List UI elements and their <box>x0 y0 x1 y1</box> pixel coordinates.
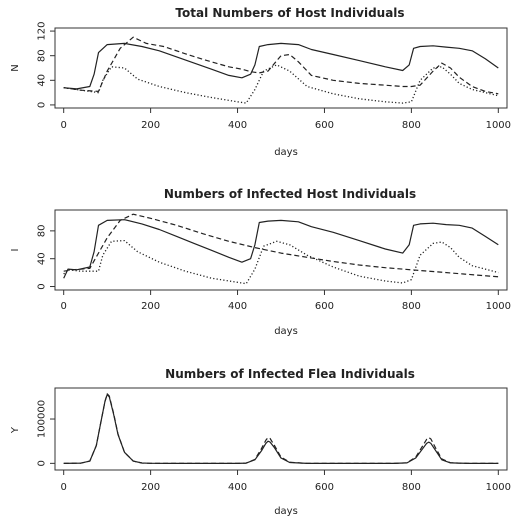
y-tick-label: 40 <box>37 252 48 265</box>
x-tick-label: 0 <box>61 120 67 131</box>
series-line-dotted <box>63 239 499 285</box>
y-tick-label: 80 <box>37 225 48 238</box>
x-axis-label: days <box>274 147 298 158</box>
x-tick-label: 600 <box>315 120 334 131</box>
y-tick-label: 0 <box>37 102 48 108</box>
ticks: 0 200 400 600 800 1000 0 40 80 120 <box>37 22 512 131</box>
series-layer <box>63 213 499 285</box>
series-layer <box>63 36 499 104</box>
x-tick-label: 400 <box>228 120 247 131</box>
x-tick-label: 1000 <box>486 482 511 493</box>
series-line-dashed <box>63 36 499 95</box>
y-tick-label: 0 <box>37 460 48 466</box>
y-tick-label: 40 <box>37 74 48 87</box>
y-axis-label: Y <box>10 426 21 434</box>
x-tick-label: 1000 <box>486 301 511 312</box>
plot-frame <box>54 209 508 291</box>
y-tick-label: 120 <box>37 22 48 41</box>
y-axis-label: I <box>10 249 21 252</box>
x-tick-label: 600 <box>315 482 334 493</box>
x-axis-label: days <box>274 326 298 337</box>
x-tick-label: 200 <box>141 120 160 131</box>
chart-title: Numbers of Infected Flea Individuals <box>165 367 415 381</box>
ticks: 0 200 400 600 800 1000 0 40 80 <box>37 225 512 312</box>
x-tick-label: 0 <box>61 301 67 312</box>
series-line-dotted <box>63 64 499 104</box>
ticks: 0 200 400 600 800 1000 0 100000 <box>37 400 512 493</box>
x-tick-label: 400 <box>228 301 247 312</box>
x-tick-label: 1000 <box>486 120 511 131</box>
y-axis-label: N <box>10 64 21 71</box>
chart-title: Total Numbers of Host Individuals <box>175 6 404 20</box>
series-line-dashed <box>63 393 499 464</box>
x-tick-label: 800 <box>402 120 421 131</box>
y-tick-label: 0 <box>37 283 48 289</box>
y-tick-label: 100000 <box>37 400 48 438</box>
x-tick-label: 600 <box>315 301 334 312</box>
panel-infected-host: Numbers of Infected Host Individuals I d… <box>10 187 511 337</box>
x-tick-label: 400 <box>228 482 247 493</box>
panel-total-host: Total Numbers of Host Individuals N days… <box>10 6 511 158</box>
series-line-solid <box>63 219 499 279</box>
x-tick-label: 0 <box>61 482 67 493</box>
x-tick-label: 200 <box>141 301 160 312</box>
x-tick-label: 800 <box>402 301 421 312</box>
series-line-solid <box>63 42 499 90</box>
panel-infected-flea: Numbers of Infected Flea Individuals Y d… <box>10 367 511 517</box>
plot-frame <box>54 27 508 109</box>
x-tick-label: 200 <box>141 482 160 493</box>
series-line-dashed <box>63 213 499 278</box>
plot-frame <box>54 387 508 471</box>
series-layer <box>63 393 499 464</box>
x-axis-label: days <box>274 506 298 517</box>
y-tick-label: 80 <box>37 49 48 62</box>
x-tick-label: 800 <box>402 482 421 493</box>
chart-title: Numbers of Infected Host Individuals <box>164 187 416 201</box>
series-line-solid <box>63 394 499 464</box>
